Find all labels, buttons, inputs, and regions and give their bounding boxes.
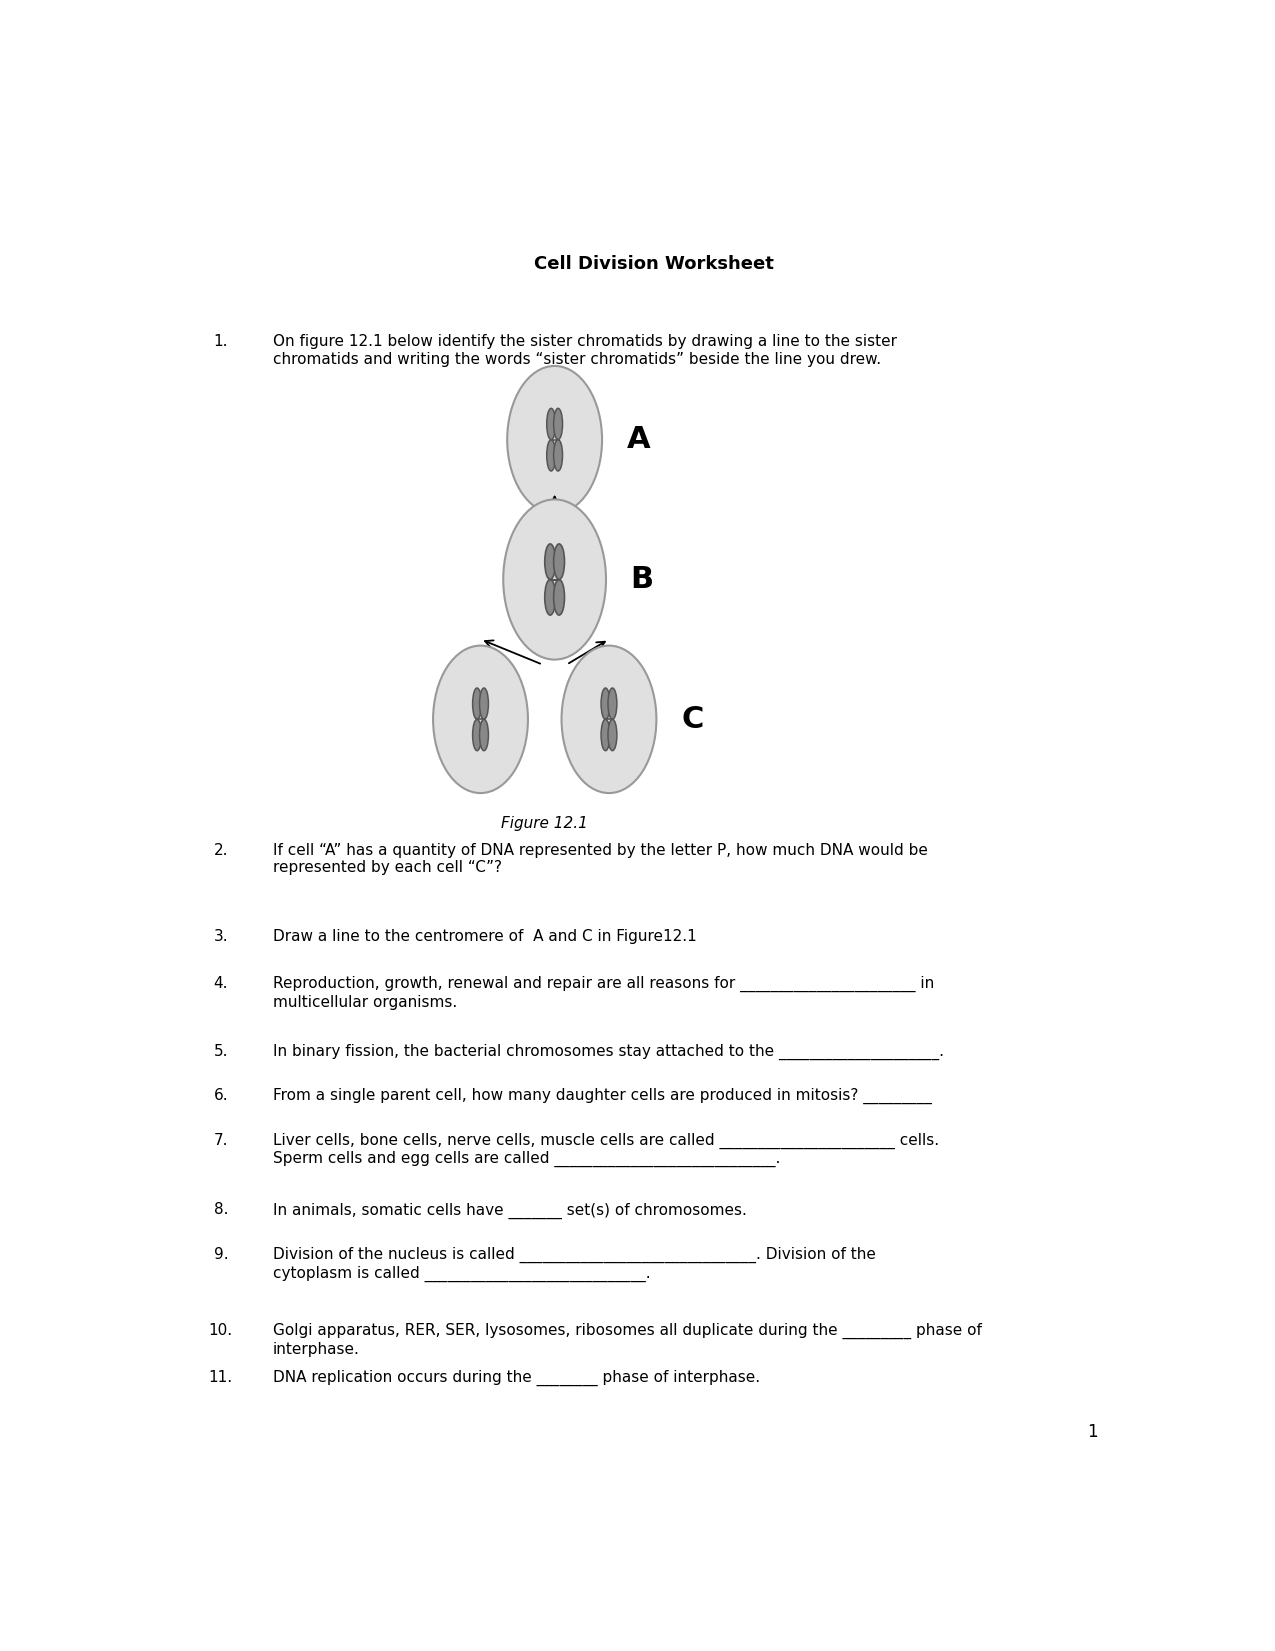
Ellipse shape xyxy=(553,439,562,471)
Text: 7.: 7. xyxy=(214,1133,228,1147)
Ellipse shape xyxy=(544,543,556,580)
Ellipse shape xyxy=(553,543,565,580)
Text: Draw a line to the centromere of  A and C in Figure12.1: Draw a line to the centromere of A and C… xyxy=(273,930,696,944)
Ellipse shape xyxy=(473,688,482,720)
Text: 9.: 9. xyxy=(214,1247,228,1261)
Ellipse shape xyxy=(504,499,606,660)
Ellipse shape xyxy=(473,720,482,751)
Ellipse shape xyxy=(553,580,565,616)
Text: Division of the nucleus is called _______________________________. Division of t: Division of the nucleus is called ______… xyxy=(273,1247,876,1281)
Text: DNA replication occurs during the ________ phase of interphase.: DNA replication occurs during the ______… xyxy=(273,1370,760,1387)
Ellipse shape xyxy=(547,439,556,471)
Text: 4.: 4. xyxy=(214,976,228,991)
Ellipse shape xyxy=(608,720,617,751)
Ellipse shape xyxy=(561,646,657,792)
Ellipse shape xyxy=(553,408,562,439)
Text: Figure 12.1: Figure 12.1 xyxy=(501,816,588,830)
Text: Reproduction, growth, renewal and repair are all reasons for ___________________: Reproduction, growth, renewal and repair… xyxy=(273,976,935,1010)
Text: A: A xyxy=(627,426,650,454)
Text: 6.: 6. xyxy=(214,1088,228,1103)
Ellipse shape xyxy=(479,720,488,751)
Text: C: C xyxy=(681,705,704,733)
Ellipse shape xyxy=(601,688,609,720)
Text: 3.: 3. xyxy=(214,930,228,944)
Ellipse shape xyxy=(507,367,602,513)
Text: In animals, somatic cells have _______ set(s) of chromosomes.: In animals, somatic cells have _______ s… xyxy=(273,1202,747,1218)
Ellipse shape xyxy=(544,580,556,616)
Text: 8.: 8. xyxy=(214,1202,228,1217)
Text: On figure 12.1 below identify the sister chromatids by drawing a line to the sis: On figure 12.1 below identify the sister… xyxy=(273,334,898,367)
Text: 2.: 2. xyxy=(214,842,228,857)
Text: 11.: 11. xyxy=(209,1370,233,1385)
Ellipse shape xyxy=(601,720,609,751)
Text: Golgi apparatus, RER, SER, lysosomes, ribosomes all duplicate during the _______: Golgi apparatus, RER, SER, lysosomes, ri… xyxy=(273,1322,982,1357)
Ellipse shape xyxy=(434,646,528,792)
Ellipse shape xyxy=(479,688,488,720)
Text: 10.: 10. xyxy=(209,1322,233,1339)
Text: Liver cells, bone cells, nerve cells, muscle cells are called __________________: Liver cells, bone cells, nerve cells, mu… xyxy=(273,1133,940,1167)
Ellipse shape xyxy=(608,688,617,720)
Text: B: B xyxy=(631,565,654,594)
Text: From a single parent cell, how many daughter cells are produced in mitosis? ____: From a single parent cell, how many daug… xyxy=(273,1088,932,1105)
Text: 1: 1 xyxy=(1088,1423,1098,1441)
Ellipse shape xyxy=(547,408,556,439)
Text: Cell Division Worksheet: Cell Division Worksheet xyxy=(533,256,774,274)
Text: If cell “A” has a quantity of DNA represented by the letter P, how much DNA woul: If cell “A” has a quantity of DNA repres… xyxy=(273,842,928,875)
Text: 5.: 5. xyxy=(214,1043,228,1058)
Text: In binary fission, the bacterial chromosomes stay attached to the ______________: In binary fission, the bacterial chromos… xyxy=(273,1043,944,1060)
Text: 1.: 1. xyxy=(214,334,228,348)
